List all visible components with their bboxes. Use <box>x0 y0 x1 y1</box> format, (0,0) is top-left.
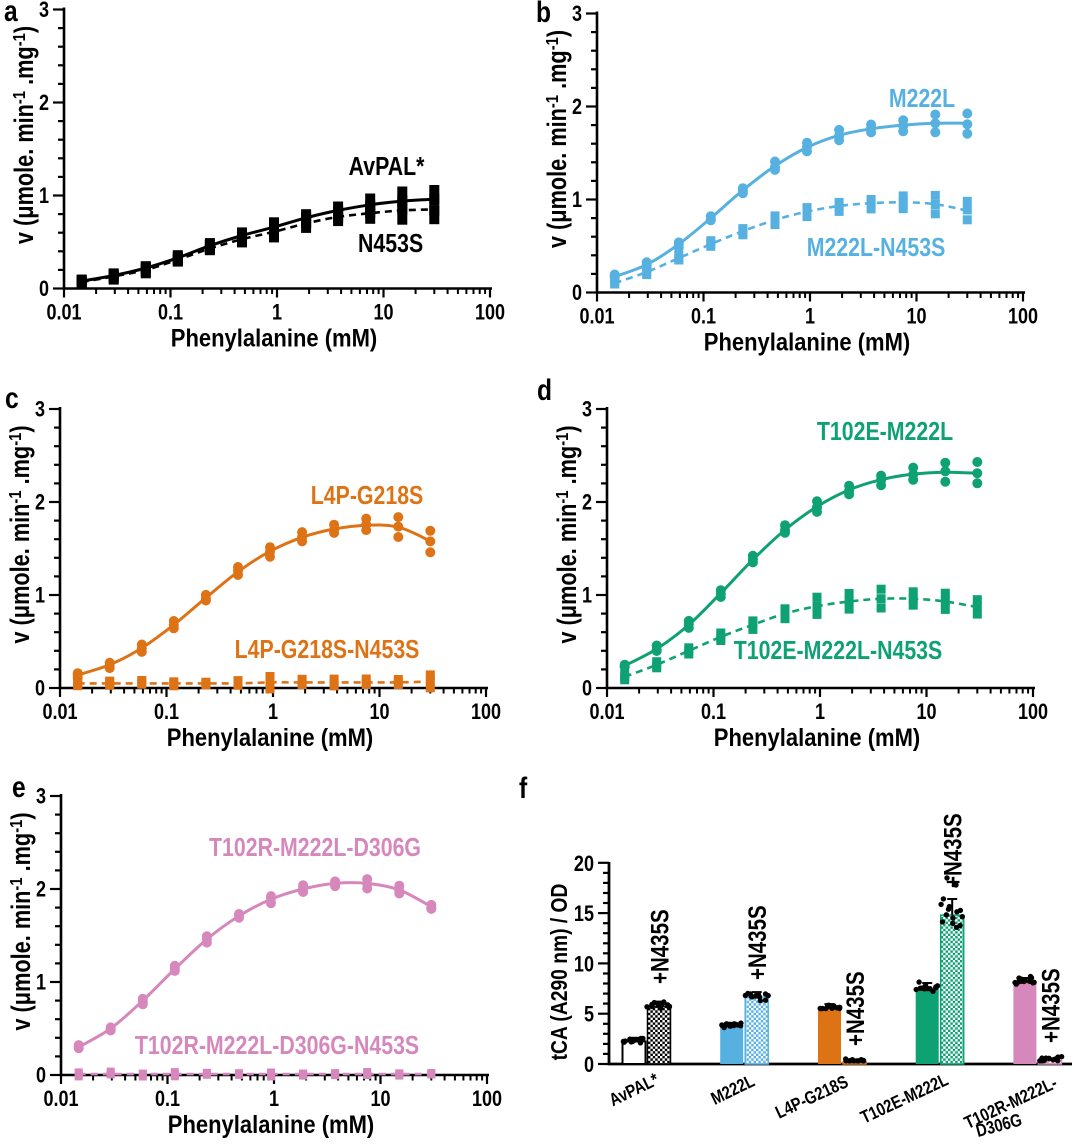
svg-text:10: 10 <box>574 953 594 977</box>
svg-text:v (μmole. min-1 .mg-1): v (μmole. min-1 .mg-1) <box>6 425 36 643</box>
svg-text:0.01: 0.01 <box>43 1087 78 1111</box>
svg-text:1: 1 <box>269 1087 279 1111</box>
svg-text:2: 2 <box>39 91 49 115</box>
svg-text:v (μmole. min-1 .mg-1): v (μmole. min-1 .mg-1) <box>553 425 583 643</box>
svg-text:v (μmole. min-1 .mg-1): v (μmole. min-1 .mg-1) <box>10 26 40 244</box>
svg-text:10: 10 <box>373 301 393 325</box>
svg-text:1: 1 <box>805 305 815 329</box>
svg-text:+N435S: +N435S <box>646 909 674 984</box>
svg-text:0.01: 0.01 <box>42 700 77 724</box>
svg-text:0.1: 0.1 <box>155 1087 180 1111</box>
svg-text:1: 1 <box>815 700 825 724</box>
svg-text:Phenylalanine (mM): Phenylalanine (mM) <box>171 324 377 352</box>
svg-text:100: 100 <box>471 700 501 724</box>
svg-text:100: 100 <box>475 301 505 325</box>
svg-text:2: 2 <box>36 878 46 902</box>
svg-text:L4P-G218S: L4P-G218S <box>311 481 424 511</box>
svg-text:20: 20 <box>574 852 594 876</box>
svg-text:3: 3 <box>35 398 45 422</box>
svg-text:T102E-M222L: T102E-M222L <box>817 417 953 447</box>
svg-text:1: 1 <box>268 700 278 724</box>
svg-text:0: 0 <box>36 1064 46 1088</box>
svg-text:15: 15 <box>574 903 594 927</box>
svg-text:0: 0 <box>39 277 49 301</box>
svg-text:f: f <box>519 771 528 805</box>
svg-text:1: 1 <box>572 188 582 212</box>
svg-text:0.1: 0.1 <box>158 301 183 325</box>
svg-text:d: d <box>537 373 552 407</box>
svg-text:3: 3 <box>36 785 46 809</box>
svg-text:3: 3 <box>582 398 592 422</box>
svg-text:Phenylalanine (mM): Phenylalanine (mM) <box>714 724 920 752</box>
svg-text:+N435S: +N435S <box>939 813 967 888</box>
svg-text:0: 0 <box>572 281 582 305</box>
svg-text:5: 5 <box>584 1003 594 1027</box>
svg-text:0.01: 0.01 <box>589 700 624 724</box>
svg-text:M222L: M222L <box>889 84 955 114</box>
svg-text:100: 100 <box>472 1087 502 1111</box>
svg-text:a: a <box>4 0 18 28</box>
svg-text:2: 2 <box>582 491 592 515</box>
svg-text:1: 1 <box>272 301 282 325</box>
svg-text:v (μmole. min-1 .mg-1): v (μmole. min-1 .mg-1) <box>543 30 573 248</box>
svg-text:M222L-N453S: M222L-N453S <box>807 233 946 263</box>
svg-text:100: 100 <box>1018 700 1048 724</box>
svg-text:10: 10 <box>916 700 936 724</box>
svg-text:0.1: 0.1 <box>691 305 716 329</box>
svg-text:0: 0 <box>582 677 592 701</box>
svg-text:10: 10 <box>369 700 389 724</box>
svg-text:+N435S: +N435S <box>841 971 869 1046</box>
svg-text:0: 0 <box>584 1053 594 1077</box>
svg-text:Phenylalanine (mM): Phenylalanine (mM) <box>704 328 910 356</box>
svg-text:0.1: 0.1 <box>154 700 179 724</box>
svg-text:+N435S: +N435S <box>1036 968 1064 1043</box>
svg-text:10: 10 <box>370 1087 390 1111</box>
svg-text:Phenylalanine (mM): Phenylalanine (mM) <box>167 724 373 752</box>
svg-text:1: 1 <box>36 971 46 995</box>
svg-text:Phenylalanine (mM): Phenylalanine (mM) <box>168 1111 374 1139</box>
svg-text:1: 1 <box>35 584 45 608</box>
svg-text:c: c <box>5 381 19 415</box>
svg-text:T102R-M222L-D306G-N453S: T102R-M222L-D306G-N453S <box>135 1031 419 1061</box>
svg-text:0: 0 <box>35 677 45 701</box>
svg-text:L4P-G218S-N453S: L4P-G218S-N453S <box>235 635 420 665</box>
svg-text:e: e <box>12 770 26 804</box>
svg-text:1: 1 <box>582 584 592 608</box>
svg-text:3: 3 <box>572 2 582 26</box>
svg-text:+N435S: +N435S <box>743 905 771 980</box>
svg-text:N453S: N453S <box>358 229 423 259</box>
svg-text:b: b <box>536 0 551 29</box>
svg-text:0.1: 0.1 <box>701 700 726 724</box>
svg-text:0.01: 0.01 <box>579 305 614 329</box>
svg-text:0.01: 0.01 <box>46 301 81 325</box>
svg-text:3: 3 <box>39 0 49 22</box>
svg-text:2: 2 <box>35 491 45 515</box>
svg-text:T102E-M222L-N453S: T102E-M222L-N453S <box>734 636 942 666</box>
svg-text:T102R-M222L-D306G: T102R-M222L-D306G <box>209 833 421 863</box>
svg-text:2: 2 <box>572 95 582 119</box>
svg-text:AvPAL*: AvPAL* <box>349 152 425 182</box>
svg-text:tCA (A290 nm) / OD: tCA (A290 nm) / OD <box>546 884 572 1061</box>
svg-text:v (μmole. min-1 .mg-1): v (μmole. min-1 .mg-1) <box>7 812 37 1030</box>
svg-text:10: 10 <box>906 305 926 329</box>
svg-text:100: 100 <box>1008 305 1038 329</box>
svg-text:1: 1 <box>39 184 49 208</box>
